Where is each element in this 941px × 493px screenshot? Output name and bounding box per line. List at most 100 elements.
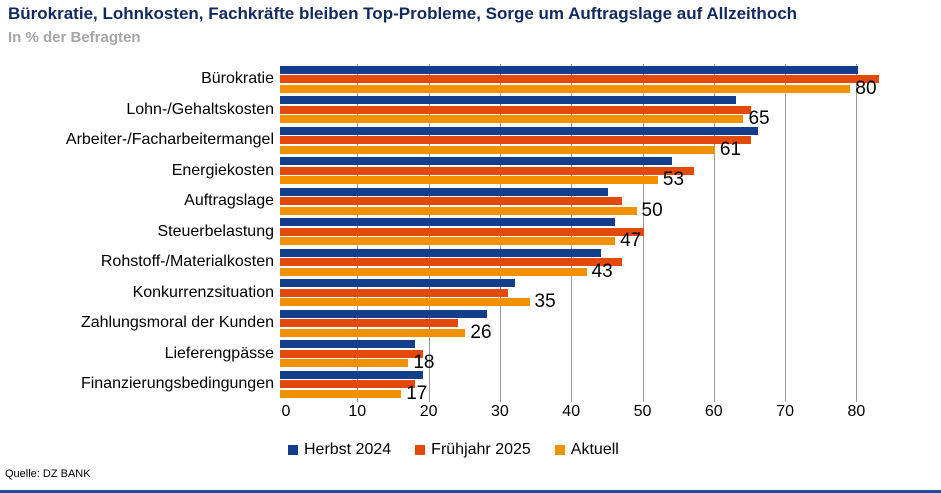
legend-label: Herbst 2024 <box>304 441 392 458</box>
bar-group: 17 <box>280 369 941 404</box>
legend-label: Frühjahr 2025 <box>431 441 531 458</box>
bar-track <box>280 187 941 196</box>
category-label: Energiekosten <box>171 161 274 179</box>
gridline-70 <box>785 64 787 402</box>
value-label: 50 <box>641 199 663 221</box>
bar-track <box>280 309 941 318</box>
bar-group: 61 <box>280 125 941 159</box>
bar-track <box>280 319 941 328</box>
value-label: 17 <box>406 382 428 404</box>
bar-herbst-2024 <box>280 157 673 166</box>
bar-track: 47 <box>280 230 941 252</box>
bar-herbst-2024 <box>280 96 737 105</box>
bar-track <box>280 197 941 206</box>
bar-frühjahr-2025 <box>280 319 459 328</box>
value-label: 43 <box>591 260 613 282</box>
category-label: Lohn-/Gehaltskosten <box>126 100 274 118</box>
bar-frühjahr-2025 <box>280 136 751 145</box>
bar-track <box>280 166 941 175</box>
bar-track: 61 <box>280 140 941 159</box>
x-tick-label-10: 10 <box>348 403 367 420</box>
x-tick-label-40: 40 <box>562 403 581 420</box>
bottom-rule <box>0 490 941 493</box>
bar-row: Zahlungsmoral der Kunden 26 <box>0 308 941 343</box>
x-tick-label-0: 0 <box>281 403 291 420</box>
bar-herbst-2024 <box>280 65 858 74</box>
legend-label: Aktuell <box>570 441 619 458</box>
bar-aktuell <box>280 389 402 398</box>
bar-aktuell <box>280 176 658 185</box>
bar-track <box>280 349 941 358</box>
bar-group: 53 <box>280 156 941 189</box>
bar-herbst-2024 <box>280 248 601 257</box>
category-label: Arbeiter-/Facharbeitermangel <box>65 131 274 148</box>
bar-group: 26 <box>280 308 941 343</box>
bar-track: 80 <box>280 77 941 99</box>
bar-track <box>280 126 941 135</box>
bar-track <box>280 370 941 379</box>
bar-row: Bürokratie 80 <box>0 64 941 99</box>
legend-item-frühjahr-2025: Frühjahr 2025 <box>415 441 531 459</box>
category-label: Steuerbelastung <box>157 222 274 240</box>
bar-row: Lieferengpässe 18 <box>0 339 941 372</box>
bar-track <box>280 380 941 389</box>
category-label: Finanzierungsbedingungen <box>80 375 274 392</box>
bar-track: 26 <box>280 321 941 343</box>
legend-item-aktuell: Aktuell <box>554 441 619 459</box>
value-label: 26 <box>470 321 492 343</box>
x-tick-label-60: 60 <box>704 403 723 420</box>
legend-swatch-icon <box>554 445 565 455</box>
bar-frühjahr-2025 <box>280 166 694 175</box>
bar-aktuell <box>280 145 715 154</box>
bar-chart: Bürokratie 80 Lohn-/Gehaltskosten 65 Arbeite… <box>0 64 941 404</box>
bar-aktuell <box>280 115 744 124</box>
bar-group: 35 <box>280 278 941 313</box>
bar-aktuell <box>280 267 587 276</box>
bar-track <box>280 258 941 267</box>
bar-group: 80 <box>280 64 941 99</box>
bar-track <box>280 279 941 288</box>
x-tick-label-50: 50 <box>633 403 652 420</box>
bar-row: Lohn-/Gehaltskosten 65 <box>0 95 941 128</box>
x-tick-label-70: 70 <box>776 403 794 420</box>
value-label: 35 <box>534 291 556 313</box>
bar-frühjahr-2025 <box>280 197 623 206</box>
legend-item-herbst-2024: Herbst 2024 <box>288 441 391 459</box>
bar-herbst-2024 <box>280 187 608 196</box>
bar-frühjahr-2025 <box>280 288 509 297</box>
bar-track <box>280 227 941 236</box>
bar-herbst-2024 <box>280 218 616 227</box>
bar-row: Finanzierungsbedingungen 17 <box>0 369 941 404</box>
bar-track: 35 <box>280 291 941 313</box>
legend: Herbst 2024 Frühjahr 2025 Aktuell <box>288 441 619 459</box>
bar-track <box>280 75 941 84</box>
page-title: Bürokratie, Lohnkosten, Fachkräfte bleib… <box>8 4 798 23</box>
bar-row: Energiekosten 53 <box>0 156 941 189</box>
bar-track <box>280 288 941 297</box>
bar-track: 18 <box>280 353 941 372</box>
bar-aktuell <box>280 206 637 215</box>
bar-track: 17 <box>280 382 941 404</box>
bar-herbst-2024 <box>280 370 423 379</box>
bar-track <box>280 105 941 114</box>
bar-aktuell <box>280 84 851 93</box>
value-label: 47 <box>620 230 642 252</box>
x-tick-label-20: 20 <box>419 403 438 420</box>
bar-herbst-2024 <box>280 309 487 318</box>
bar-frühjahr-2025 <box>280 349 423 358</box>
category-label: Lieferengpässe <box>164 344 274 362</box>
bar-track: 50 <box>280 199 941 221</box>
bar-rows: Bürokratie 80 Lohn-/Gehaltskosten 65 Arbeite… <box>0 64 941 404</box>
category-label: Rohstoff-/Materialkosten <box>100 253 274 270</box>
bar-track <box>280 65 941 74</box>
bar-frühjahr-2025 <box>280 380 416 389</box>
bar-row: Auftragslage 50 <box>0 186 941 221</box>
gridline-80 <box>856 64 858 402</box>
bar-frühjahr-2025 <box>280 258 623 267</box>
bar-aktuell <box>280 298 530 307</box>
bar-group: 18 <box>280 339 941 372</box>
bar-row: Rohstoff-/Materialkosten 43 <box>0 247 941 282</box>
legend-swatch-icon <box>415 445 426 455</box>
value-label: 80 <box>855 77 877 99</box>
gridline-60 <box>713 64 715 402</box>
